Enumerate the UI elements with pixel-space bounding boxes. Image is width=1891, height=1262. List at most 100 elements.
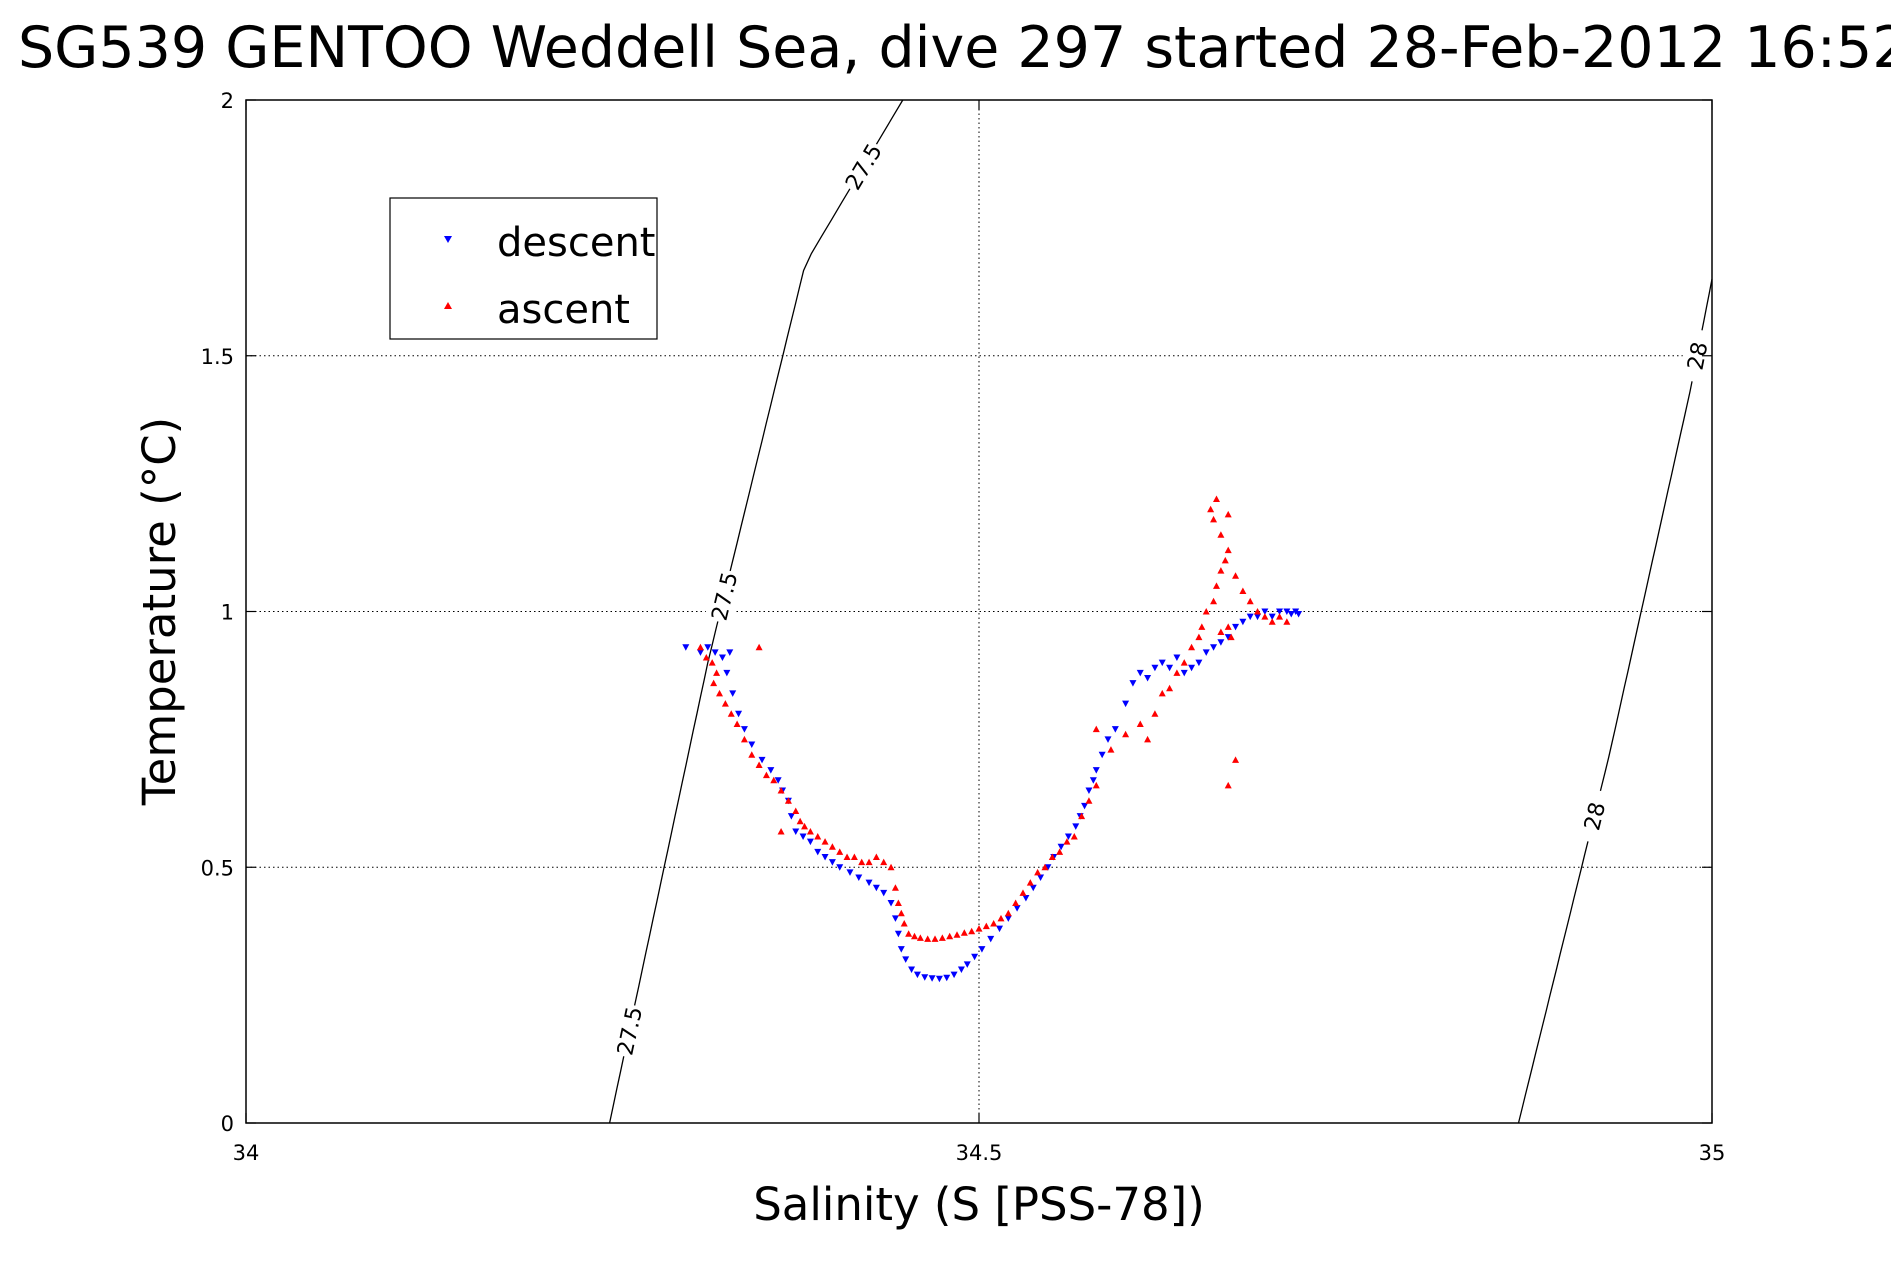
ascent-point [713,669,721,676]
y-tick-label: 1 [221,601,234,625]
descent-point [1111,726,1119,733]
ascent-point [716,689,724,697]
descent-point [774,777,782,784]
descent-point [1195,659,1203,667]
ascent-point [960,929,968,936]
descent-point [1092,767,1100,774]
x-tick-label: 34.5 [956,1141,1003,1165]
descent-point [846,869,854,876]
ascent-point [1224,510,1232,518]
descent-point [1283,608,1291,615]
ascent-point [762,771,770,779]
ascent-point [865,858,873,866]
ascent-point [938,934,946,941]
descent-point [950,971,958,979]
descent-point [729,690,737,697]
descent-point [1188,664,1196,672]
legend-descent-label: descent [497,220,655,266]
descent-point [913,971,921,979]
y-axis-label: Temperature (°C) [133,417,186,806]
descent-point [1104,736,1112,743]
ascent-point [1224,546,1232,554]
ascent-point [1224,623,1232,630]
ascent-point [1221,556,1229,564]
descent-point [1268,613,1276,621]
ascent-point [1202,608,1210,615]
ascent-point [1198,623,1206,630]
ascent-point [905,930,913,937]
ascent-point [975,925,983,932]
contour-label-gap [1574,787,1615,845]
descent-point [943,974,951,982]
ascent-point [1012,899,1020,907]
descent-point [726,649,734,656]
descent-point [1295,611,1303,618]
ascent-point [910,932,918,940]
x-axis-label: Salinity (S [PSS-78]) [753,1178,1205,1231]
descent-point [718,654,726,662]
ascent-point [1217,628,1225,635]
ascent-point [897,909,905,917]
descent-point [1064,833,1072,841]
descent-point [767,767,775,774]
descent-point [1022,894,1030,902]
ascent-point [880,858,888,866]
ascent-point [1092,725,1100,733]
ascent-point [702,654,710,661]
ascent-point [721,700,729,707]
descent-point [1072,823,1080,830]
ascent-point [1085,797,1093,804]
ascent-point [696,643,704,651]
descent-point [1089,777,1097,784]
contour-label-gap [704,567,744,625]
ascent-point [1268,618,1276,625]
descent-point [1246,613,1254,621]
descent-point [682,644,690,651]
ascent-point [1254,608,1262,615]
ascent-point [777,827,785,835]
ascent-point [872,853,880,861]
ascent-point [792,807,800,814]
ascent-point [1217,567,1225,574]
descent-point [971,953,979,961]
ascent-point [1246,597,1254,605]
ascent-point [796,817,804,825]
descent-point [996,925,1004,933]
descent-point [865,879,873,887]
descent-point [696,649,704,656]
descent-point [1013,905,1021,912]
descent-point [1166,664,1174,672]
ascent-point [755,643,763,651]
ascent-point [1232,756,1240,763]
ascent-point [1276,613,1284,620]
descent-point [897,946,905,953]
descent-point [1004,915,1012,922]
descent-point [987,935,995,943]
descent-point [711,649,719,656]
ascent-point [997,914,1005,922]
ascent-point [953,931,961,938]
descent-point [748,741,756,748]
ascent-point [1026,879,1034,886]
descent-point [758,756,766,764]
descent-point [1239,618,1247,626]
ascent-point [733,720,741,728]
ascent-point [828,843,836,850]
descent-point [1081,802,1089,810]
descent-point [1044,864,1052,871]
ascent-point [748,751,756,758]
ascent-point [916,934,924,941]
y-tick-label: 0.5 [201,856,234,880]
descent-point [1217,639,1225,646]
x-tick-label: 35 [1699,1141,1726,1165]
ascent-point [801,822,809,830]
descent-point [921,974,929,981]
ascent-point [1092,781,1100,789]
ascent-point [1232,572,1240,579]
ascent-point [1224,781,1232,789]
ascent-point [1227,633,1235,641]
descent-point [1180,669,1188,677]
descent-point [787,813,795,820]
ascent-point [1063,838,1071,845]
